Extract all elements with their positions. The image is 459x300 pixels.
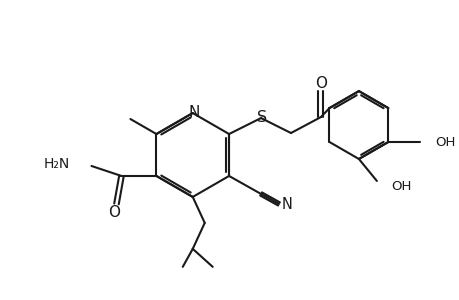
Text: OH: OH xyxy=(434,136,454,148)
Text: S: S xyxy=(257,110,267,124)
Text: N: N xyxy=(281,197,292,212)
Text: N: N xyxy=(188,104,199,119)
Text: O: O xyxy=(314,76,326,91)
Text: H₂N: H₂N xyxy=(43,157,69,171)
Text: OH: OH xyxy=(390,181,410,194)
Text: O: O xyxy=(108,206,120,220)
